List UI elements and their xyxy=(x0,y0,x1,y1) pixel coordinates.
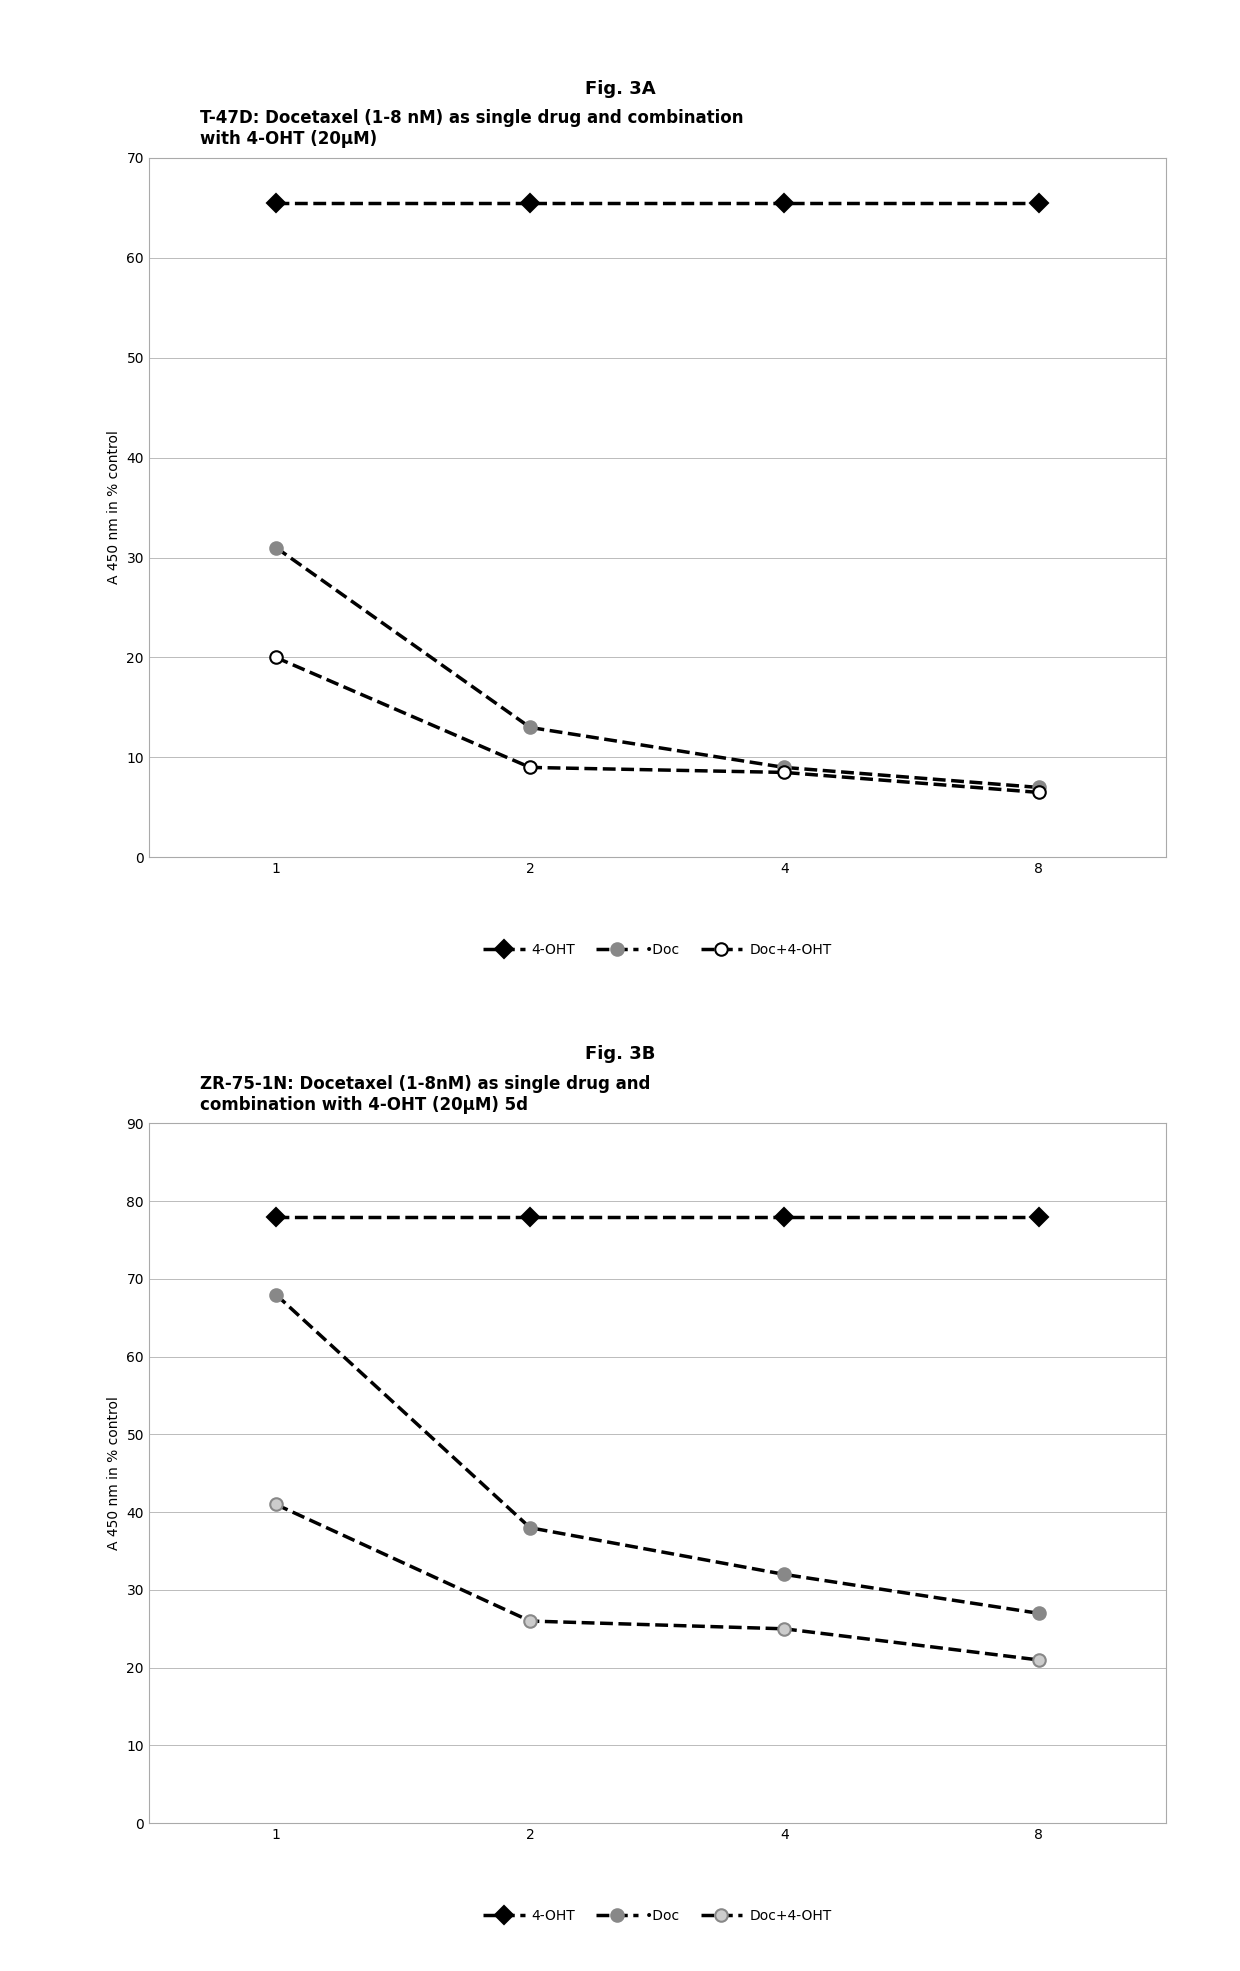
Y-axis label: A 450 nm in % control: A 450 nm in % control xyxy=(107,430,120,585)
Text: Fig. 3B: Fig. 3B xyxy=(585,1045,655,1064)
Text: Fig. 3A: Fig. 3A xyxy=(585,79,655,99)
Legend: 4-OHT, •Doc, Doc+4-OHT: 4-OHT, •Doc, Doc+4-OHT xyxy=(477,938,837,962)
Text: ZR-75-1N: Docetaxel (1-8nM) as single drug and
combination with 4-OHT (20μM) 5d: ZR-75-1N: Docetaxel (1-8nM) as single dr… xyxy=(200,1074,650,1114)
Legend: 4-OHT, •Doc, Doc+4-OHT: 4-OHT, •Doc, Doc+4-OHT xyxy=(477,1904,837,1928)
Text: T-47D: Docetaxel (1-8 nM) as single drug and combination
with 4-OHT (20μM): T-47D: Docetaxel (1-8 nM) as single drug… xyxy=(200,108,743,148)
Y-axis label: A 450 nm in % control: A 450 nm in % control xyxy=(107,1395,120,1551)
